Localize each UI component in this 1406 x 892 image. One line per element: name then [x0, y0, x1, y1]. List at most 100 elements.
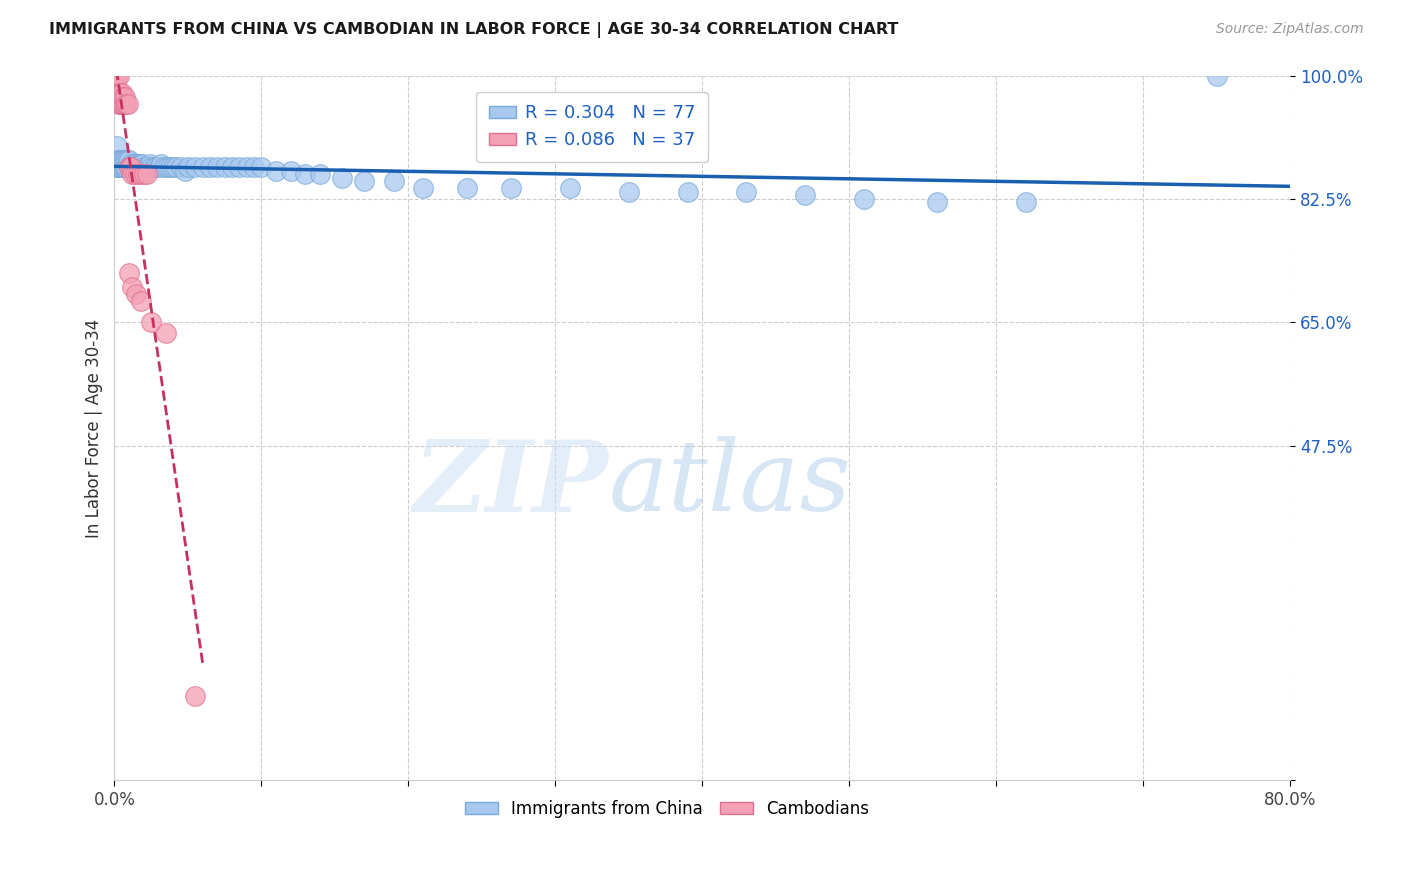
Point [501, 181, 523, 195]
Point [235, 160, 257, 174]
Point [127, 156, 149, 170]
Point [131, 156, 153, 170]
Point [118, 160, 141, 174]
Point [127, 167, 149, 181]
Point [108, 86, 131, 100]
Point [118, 266, 141, 280]
Point [309, 167, 332, 181]
Point [174, 163, 197, 178]
Point [129, 156, 152, 170]
Point [148, 160, 170, 174]
Point [115, 160, 138, 174]
Point [104, 153, 127, 167]
Point [162, 160, 184, 174]
Point [169, 160, 191, 174]
Point [110, 160, 132, 174]
Point [228, 160, 250, 174]
Point [108, 160, 131, 174]
Point [676, 185, 699, 199]
Point [353, 174, 375, 188]
Point [112, 160, 135, 174]
Point [105, 69, 128, 83]
Point [1205, 69, 1227, 83]
Point [104, 82, 127, 96]
Point [112, 156, 135, 170]
Point [111, 153, 134, 167]
Point [145, 160, 167, 174]
Point [128, 156, 150, 170]
Point [111, 89, 134, 103]
Text: ZIP: ZIP [413, 436, 609, 533]
Point [191, 160, 214, 174]
Point [117, 153, 139, 167]
Text: Source: ZipAtlas.com: Source: ZipAtlas.com [1216, 22, 1364, 37]
Point [104, 160, 127, 174]
Point [250, 160, 273, 174]
Point [114, 89, 136, 103]
Point [125, 160, 148, 174]
Point [118, 153, 141, 167]
Point [118, 160, 141, 174]
Point [124, 167, 146, 181]
Point [105, 139, 128, 153]
Point [198, 160, 221, 174]
Point [221, 160, 243, 174]
Point [184, 160, 207, 174]
Point [558, 181, 581, 195]
Point [110, 86, 132, 100]
Point [184, 689, 207, 703]
Point [108, 153, 131, 167]
Point [141, 315, 163, 329]
Point [294, 167, 316, 181]
Point [159, 160, 181, 174]
Point [132, 160, 155, 174]
Point [141, 160, 163, 174]
Point [155, 326, 177, 340]
Point [852, 192, 875, 206]
Point [150, 156, 173, 170]
Point [114, 153, 136, 167]
Point [927, 195, 949, 210]
Point [177, 160, 200, 174]
Point [114, 96, 136, 111]
Point [108, 153, 131, 167]
Point [207, 160, 229, 174]
Point [114, 160, 136, 174]
Point [129, 293, 152, 308]
Point [108, 86, 131, 100]
Point [108, 96, 131, 111]
Point [264, 163, 287, 178]
Point [120, 160, 142, 174]
Point [794, 188, 817, 202]
Point [153, 160, 176, 174]
Point [111, 96, 134, 111]
Point [214, 160, 236, 174]
Point [104, 69, 127, 83]
Point [108, 69, 131, 83]
Point [617, 185, 640, 199]
Point [412, 181, 434, 195]
Point [143, 160, 166, 174]
Point [138, 156, 160, 170]
Point [135, 160, 157, 174]
Point [382, 174, 405, 188]
Point [124, 156, 146, 170]
Point [112, 153, 135, 167]
Point [110, 160, 132, 174]
Point [111, 156, 134, 170]
Point [280, 163, 302, 178]
Point [111, 160, 134, 174]
Point [735, 185, 758, 199]
Point [117, 96, 139, 111]
Point [132, 167, 155, 181]
Point [165, 160, 187, 174]
Point [243, 160, 266, 174]
Point [156, 160, 179, 174]
Point [125, 287, 148, 301]
Point [129, 167, 152, 181]
Legend: Immigrants from China, Cambodians: Immigrants from China, Cambodians [458, 794, 876, 825]
Point [1014, 195, 1036, 210]
Point [110, 96, 132, 111]
Point [104, 69, 127, 83]
Point [121, 280, 143, 294]
